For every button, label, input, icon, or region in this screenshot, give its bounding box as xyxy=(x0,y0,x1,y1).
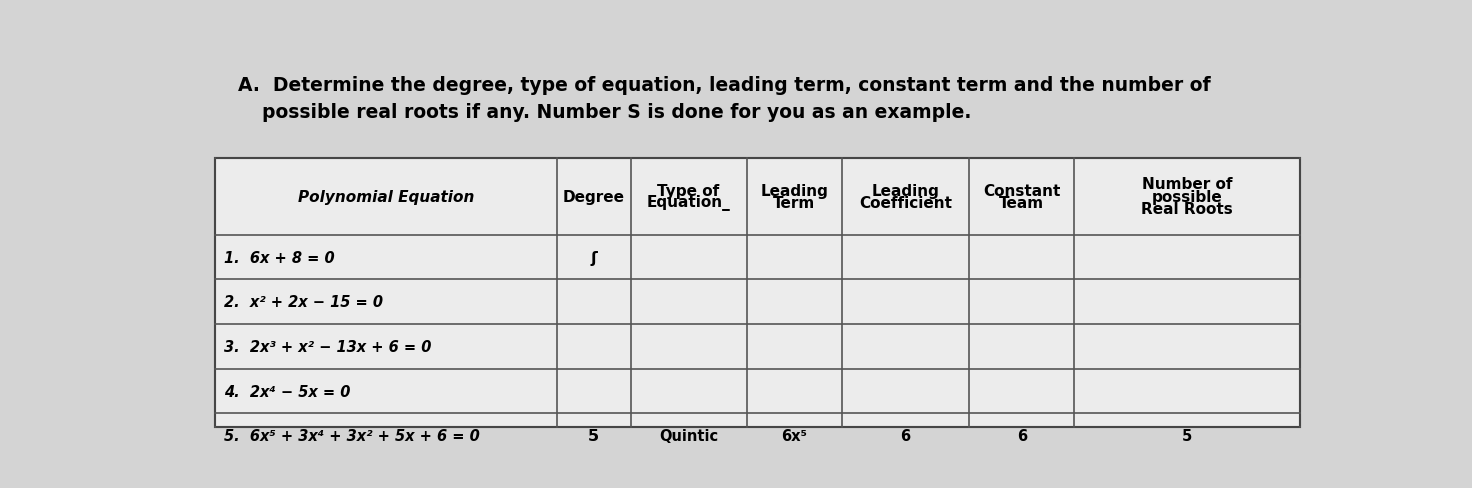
Bar xyxy=(215,159,1300,427)
Text: 5: 5 xyxy=(1182,428,1192,443)
Text: Real Roots: Real Roots xyxy=(1141,202,1234,217)
Text: possible real roots if any. Number S is done for you as an example.: possible real roots if any. Number S is … xyxy=(262,102,972,122)
Text: Term: Term xyxy=(773,196,815,210)
Text: 6x⁵: 6x⁵ xyxy=(782,428,807,443)
Text: ʃ: ʃ xyxy=(590,250,598,265)
Text: Equation_: Equation_ xyxy=(646,195,730,211)
Text: 5.  6x⁵ + 3x⁴ + 3x² + 5x + 6 = 0: 5. 6x⁵ + 3x⁴ + 3x² + 5x + 6 = 0 xyxy=(224,428,480,443)
Text: Degree: Degree xyxy=(562,189,624,204)
Text: 3.  2x³ + x² − 13x + 6 = 0: 3. 2x³ + x² − 13x + 6 = 0 xyxy=(224,339,431,354)
Text: Quintic: Quintic xyxy=(659,428,718,443)
Text: Coefficient: Coefficient xyxy=(860,196,952,210)
Text: Number of: Number of xyxy=(1142,177,1232,192)
Text: 6: 6 xyxy=(1017,428,1027,443)
Text: Polynomial Equation: Polynomial Equation xyxy=(297,189,474,204)
Text: Leading: Leading xyxy=(761,183,829,198)
Text: 1.  6x + 8 = 0: 1. 6x + 8 = 0 xyxy=(224,250,336,265)
Text: possible: possible xyxy=(1151,189,1223,204)
Text: 5: 5 xyxy=(589,428,599,443)
Text: Constant: Constant xyxy=(983,183,1060,198)
Text: Leading: Leading xyxy=(871,183,939,198)
Text: Team: Team xyxy=(999,196,1044,210)
Text: 4.  2x⁴ − 5x = 0: 4. 2x⁴ − 5x = 0 xyxy=(224,384,350,399)
Text: 6: 6 xyxy=(901,428,911,443)
Text: Type of: Type of xyxy=(658,183,720,198)
Text: 2.  x² + 2x − 15 = 0: 2. x² + 2x − 15 = 0 xyxy=(224,295,383,309)
Text: A.  Determine the degree, type of equation, leading term, constant term and the : A. Determine the degree, type of equatio… xyxy=(238,76,1211,94)
